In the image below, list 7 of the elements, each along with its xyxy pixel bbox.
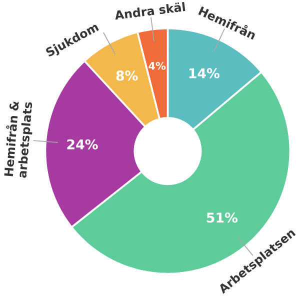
- data-label: 8%: [116, 70, 138, 81]
- slice-label: Andra skäl: [115, 2, 186, 20]
- slice-label: Hemifrån & arbetsplats: [4, 102, 32, 178]
- data-label: 14%: [189, 68, 220, 78]
- data-label: 51%: [206, 212, 238, 223]
- data-label: 24%: [67, 139, 98, 150]
- data-label: 4%: [148, 62, 166, 70]
